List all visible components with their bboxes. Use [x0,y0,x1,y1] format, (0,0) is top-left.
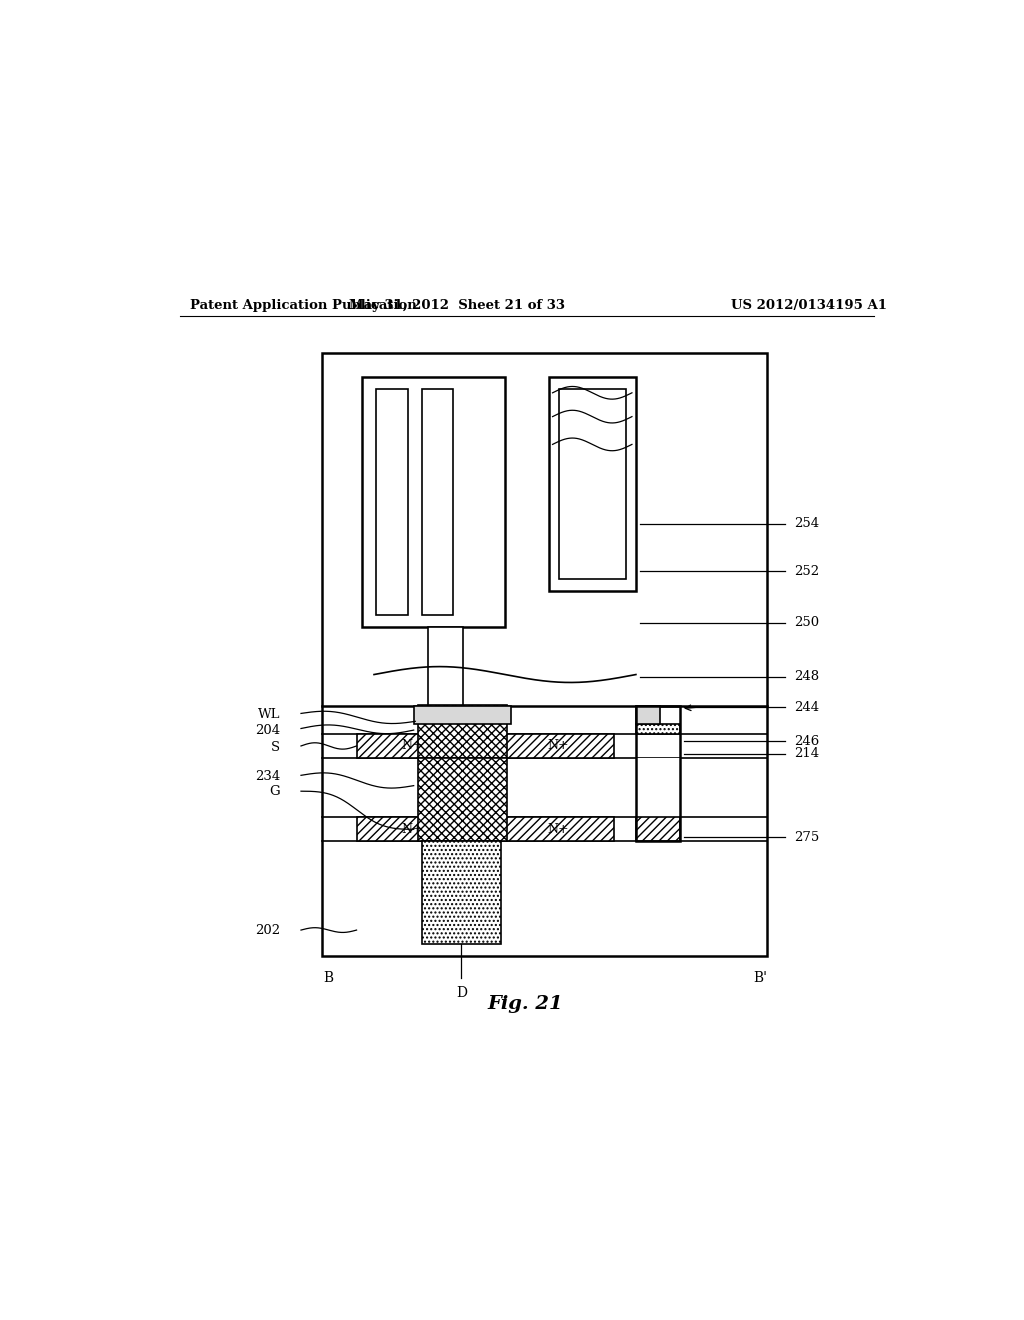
Bar [636,706,680,841]
Text: N+: N+ [547,739,569,752]
Text: N+: N+ [401,822,423,836]
Text: N+: N+ [401,739,423,752]
Bar [356,817,468,841]
Bar [422,389,454,615]
Text: 234: 234 [255,770,281,783]
Text: 254: 254 [795,517,820,531]
Bar [414,706,511,723]
Bar [559,389,626,579]
Text: 244: 244 [795,701,820,714]
Text: Fig. 21: Fig. 21 [487,995,562,1012]
Bar [422,841,501,944]
Text: 204: 204 [255,723,281,737]
Text: B: B [324,970,334,985]
Bar [418,705,507,758]
Text: S: S [271,741,281,754]
Bar [636,723,680,734]
Bar [362,378,505,627]
Bar [356,734,468,758]
Text: B': B' [754,970,768,985]
Text: N+: N+ [547,822,569,836]
Bar [418,758,507,841]
Bar [503,734,613,758]
Bar [549,378,636,591]
Bar [377,389,409,615]
Text: 214: 214 [795,747,820,760]
Bar [428,627,463,706]
Bar [636,817,680,841]
Text: G: G [269,785,281,799]
Text: 250: 250 [795,616,820,630]
Text: Patent Application Publication: Patent Application Publication [189,300,417,312]
Bar [636,706,659,723]
Bar [503,817,613,841]
Text: 252: 252 [795,565,820,578]
Text: May 31, 2012  Sheet 21 of 33: May 31, 2012 Sheet 21 of 33 [349,300,565,312]
Text: 275: 275 [795,830,820,843]
Bar [323,354,767,956]
Text: 248: 248 [795,671,820,684]
Text: 202: 202 [255,924,281,937]
Text: 246: 246 [795,735,820,747]
Text: WL: WL [258,708,281,721]
Bar [636,758,680,817]
Text: US 2012/0134195 A1: US 2012/0134195 A1 [731,300,887,312]
Text: D: D [456,986,467,1001]
